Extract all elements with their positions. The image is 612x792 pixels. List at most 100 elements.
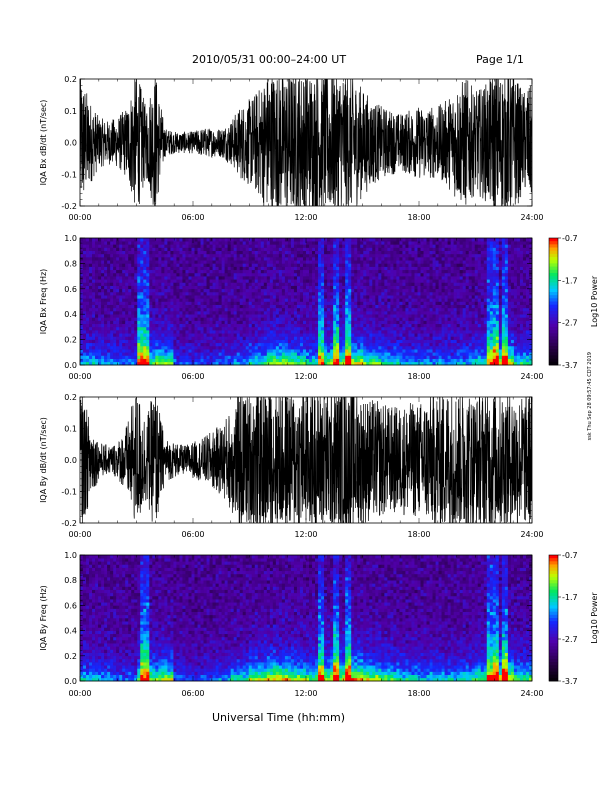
spectrogram-cell [260,282,265,286]
spectrogram-cell [360,333,364,337]
spectrogram-cell [432,257,436,261]
spectrogram-cell [408,288,412,293]
spectrogram-cell [191,314,195,318]
spectrogram-cell [290,257,295,261]
spectrogram-cell [125,307,129,312]
spectrogram-cell [327,279,331,283]
spectrogram-cell [137,342,141,347]
spectrogram-cell [161,358,165,363]
spectrogram-cell [387,323,391,328]
spectrogram-cell [104,317,108,321]
spectrogram-cell [290,291,295,296]
spectrogram-cell [257,317,262,321]
spectrogram-cell [83,320,87,325]
spectrogram-cell [125,355,129,359]
spectrogram-cell [384,330,388,334]
spectrogram-cell [321,301,325,305]
spectrogram-cell [101,355,105,359]
spectrogram-cell [191,330,195,334]
spectrogram-cell [309,272,313,277]
spectrogram-cell [363,333,367,337]
spectrogram-cell [185,323,189,328]
spectrogram-cell [110,314,114,318]
spectrogram-cell [134,269,138,274]
x-tick-label: 00:00 [68,213,91,222]
spectrogram-cell [318,317,322,321]
spectrogram-cell [426,323,430,328]
spectrogram-cell [321,361,325,366]
spectrogram-cell [209,330,213,334]
spectrogram-cell [155,317,159,321]
spectrogram-cell [119,301,123,305]
spectrogram-cell [278,288,283,293]
spectrogram-cell [173,304,177,309]
spectrogram-cell [408,266,412,271]
spectrogram-cell [260,345,265,350]
spectrogram-cell [227,339,231,344]
spectrogram-cell [384,279,388,283]
spectrogram-cell [387,330,391,334]
spectrogram-cell [351,336,355,340]
spectrogram-cell [405,339,409,344]
spectrogram-cell [417,279,421,283]
spectrogram-cell [155,276,159,280]
spectrogram-cell [164,298,168,302]
spectrogram-cell [266,253,271,258]
spectrogram-cell [149,263,153,267]
spectrogram-cell [441,333,445,337]
spectrogram-cell [429,288,433,293]
spectrogram-cell [185,301,189,305]
spectrogram-cell [336,285,340,290]
spectrogram-cell [345,263,349,267]
spectrogram-cell [293,279,298,283]
spectrogram-cell [134,326,138,331]
spectrogram-cell [306,304,310,309]
spectrogram-cell [369,257,373,261]
spectrogram-cell [125,311,129,315]
spectrogram-cell [197,295,201,299]
spectrogram-cell [372,272,376,277]
spectrogram-cell [188,241,192,245]
spectrogram-cell [336,345,340,350]
spectrogram-cell [272,326,277,331]
spectrogram-cell [402,253,406,258]
spectrogram-cell [203,320,207,325]
spectrogram-cell [119,285,123,290]
spectrogram-cell [275,336,280,340]
spectrogram-cell [296,238,301,242]
spectrogram-cell [309,330,313,334]
spectrogram-cell [318,326,322,331]
spectrogram-cell [414,288,418,293]
spectrogram-cell [333,260,337,264]
spectrogram-cell [408,342,412,347]
spectrogram-cell [155,307,159,312]
spectrogram-cell [98,355,102,359]
spectrogram-cell [333,311,337,315]
spectrogram-cell [284,272,289,277]
spectrogram-cell [405,238,409,242]
spectrogram-cell [95,352,99,356]
spectrogram-cell [369,276,373,280]
spectrogram-cell [363,361,367,366]
spectrogram-cell [113,238,117,242]
spectrogram-cell [239,352,244,356]
spectrogram-cell [348,257,352,261]
spectrogram-cell [299,320,304,325]
spectrogram-cell [324,301,328,305]
spectrogram-cell [438,352,442,356]
spectrogram-cell [324,323,328,328]
spectrogram-cell [152,244,156,248]
spectrogram-cell [348,314,352,318]
spectrogram-cell [134,276,138,280]
spectrogram-cell [188,257,192,261]
spectrogram-cell [324,279,328,283]
spectrogram-cell [215,323,219,328]
spectrogram-cell [119,361,123,366]
spectrogram-cell [242,298,247,302]
spectrogram-cell [299,314,304,318]
spectrogram-cell [420,269,424,274]
spectrogram-cell [224,314,228,318]
spectrogram-cell [318,244,322,248]
spectrogram-cell [387,282,391,286]
spectrogram-cell [405,247,409,251]
